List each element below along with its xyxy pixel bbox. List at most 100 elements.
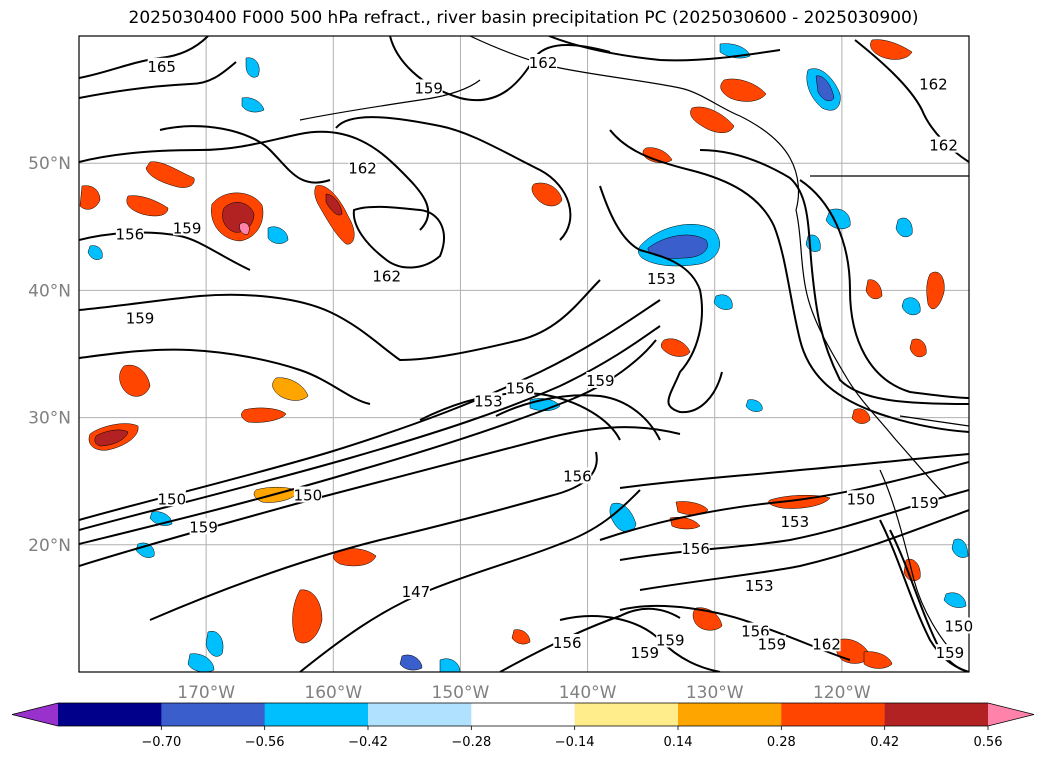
shading-negative (87, 245, 103, 260)
shading-positive (661, 338, 691, 357)
contour-label: 153 (647, 270, 676, 288)
contour-label-background (741, 622, 770, 639)
coastlines (299, 36, 969, 661)
precipitation-shading (79, 39, 969, 672)
colorbar-extend-max (988, 703, 1034, 726)
contour-label-background (630, 644, 659, 661)
shading-positive (909, 338, 927, 358)
colorbar-tick-label: −0.14 (555, 735, 595, 750)
longitude-label: 120°W (813, 683, 871, 703)
shading-positive (863, 651, 893, 669)
contour-label-background (474, 392, 503, 409)
latitude-label: 50°N (28, 154, 71, 174)
contour-label-background (147, 57, 176, 74)
shading-positive (926, 271, 945, 310)
shading-positive (94, 429, 129, 447)
shading-negative (895, 217, 913, 238)
colorbar-segment (58, 703, 162, 726)
contour-label: 162 (919, 76, 948, 94)
contour-label-background (919, 75, 948, 92)
contour-label-background (126, 309, 155, 326)
map-frame (78, 35, 970, 673)
colorbar-segment (574, 703, 679, 726)
contour-label-background (348, 159, 377, 176)
shading-positive (870, 39, 913, 60)
shading-positive (333, 548, 377, 567)
longitude-label: 170°W (177, 683, 235, 703)
colorbar-tick-label: −0.56 (245, 735, 285, 750)
latitude-label: 40°N (28, 281, 71, 301)
shading-positive (511, 629, 531, 645)
colorbar-extend-min (12, 703, 58, 726)
colorbar-segment (471, 703, 576, 726)
contour-line (79, 231, 251, 271)
contour-label: 162 (348, 160, 377, 178)
contour-label: 162 (372, 268, 401, 286)
longitude-label: 140°W (559, 683, 617, 703)
contour-label-background (935, 644, 964, 661)
contour-label-background (115, 225, 144, 242)
contour-label-background (929, 136, 958, 153)
contour-label: 150 (294, 486, 323, 504)
latitude-label: 30°N (28, 409, 71, 429)
map-background (79, 36, 969, 672)
contour-label: 153 (780, 513, 809, 531)
shading-negative (951, 538, 969, 558)
shading-negative (187, 653, 215, 672)
contour-label-background (529, 53, 558, 70)
contour-label-background (563, 467, 592, 484)
contour-label: 159 (414, 79, 443, 97)
contour-label: 159 (656, 631, 685, 649)
contour-label: 159 (586, 372, 615, 390)
contour-line (159, 125, 331, 184)
contour-label-background (647, 270, 676, 287)
contour-label-background (173, 219, 202, 236)
contour-line (419, 392, 621, 441)
shading-positive (851, 408, 871, 424)
contour-line (79, 279, 601, 362)
contour-line (609, 129, 969, 433)
shading-positive (531, 182, 563, 207)
contour-label: 156 (506, 380, 535, 398)
contour-label-background (414, 79, 443, 96)
coastline-west-coast (795, 209, 947, 497)
colorbar-segment (678, 703, 782, 726)
contour-label-background (553, 634, 582, 651)
shading-negative (245, 57, 260, 78)
colorbar-tick-label: −0.70 (141, 735, 181, 750)
shading-negative (399, 654, 423, 671)
contour-line (335, 116, 572, 241)
colorbar-tick-label: −0.28 (451, 735, 491, 750)
shading-negative (205, 630, 224, 657)
contour-label-background (656, 631, 685, 648)
colorbar-segment (264, 703, 369, 726)
contour-label: 159 (126, 310, 155, 328)
shading-positive (292, 589, 323, 644)
shading-positive (119, 364, 151, 397)
colorbar-segment (884, 703, 989, 726)
shading-positive (903, 558, 921, 582)
shading-positive (314, 185, 355, 245)
shading-negative (439, 658, 461, 672)
colorbar-segment (368, 703, 472, 726)
colorbar: −0.70 −0.56 −0.42 −0.28 −0.14 0.14 0.28 0.42 0.5… (11, 702, 1035, 750)
shading-positive (642, 147, 673, 163)
shading-negative (943, 592, 967, 608)
contour-line (79, 348, 371, 405)
map-title: 2025030400 F000 500 hPa refract., river … (128, 8, 919, 28)
contour-label: 159 (758, 635, 787, 653)
shading-negative (267, 226, 289, 244)
contour-label: 156 (681, 540, 710, 558)
contour-label-background (745, 576, 774, 593)
contour-label: 159 (173, 219, 202, 237)
contour-label: 147 (402, 583, 431, 601)
contour-line (599, 461, 969, 541)
shading-positive (241, 407, 287, 423)
contour-label: 159 (630, 644, 659, 662)
contour-label: 153 (745, 577, 774, 595)
shading-positive (675, 501, 709, 515)
contour-label-background (293, 486, 322, 503)
longitude-label: 150°W (432, 683, 490, 703)
contour-label: 156 (116, 226, 145, 244)
